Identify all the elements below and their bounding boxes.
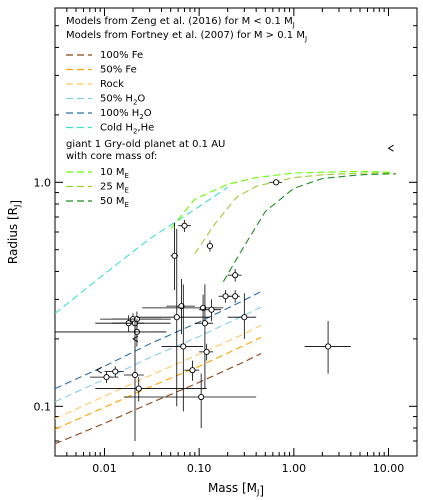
x-tick-label: 1.00 [282,462,307,475]
legend-entry-label: 25 ME [100,182,129,195]
legend-header-line: Models from Zeng et al. (2016) for M < 0… [66,16,295,29]
legend: Models from Zeng et al. (2016) for M < 0… [66,16,307,209]
planet-marker [325,343,332,350]
x-tick-label: 0.10 [187,462,212,475]
planet-marker [103,374,110,381]
planet-point [227,293,257,339]
planet-marker [198,393,205,401]
planet-point [269,179,283,186]
legend-header-line: Models from Fortney et al. (2007) for M … [66,30,307,43]
planet-marker [201,320,208,327]
planet-marker [131,371,139,379]
planet-point [199,299,221,322]
legend-entry-label: 100% H2O [100,108,152,121]
legend-entry-label: 100% Fe [100,50,143,61]
planet-marker [222,293,229,300]
axis-ticks: 0.01 0.10 1.00 10.00 0.1 1.0 [34,7,418,475]
x-tick-label: 0.01 [92,462,117,475]
legend-entry-label: 50% Fe [100,65,137,76]
planet-point [111,311,171,328]
model-curve-100-h2o [55,291,262,390]
planet-point [304,321,351,374]
planet-marker [173,314,180,321]
lower-limit-marker [95,366,103,374]
planet-marker [241,314,248,321]
planet-marker [200,304,207,311]
model-curve-cold-h2-he [55,186,229,314]
legend-entry-label: Cold H2,He [100,123,154,136]
planet-marker [178,303,185,310]
model-curve-25-me [194,172,397,255]
giant-model-header: with core mass of: [66,151,157,162]
model-curve-50-fe [55,336,262,430]
planet-marker [171,252,178,259]
y-tick-label: 1.0 [34,176,52,189]
planet-marker [189,367,196,374]
y-tick-label: 0.1 [34,400,52,413]
lower-limit-marker [387,144,394,152]
model-curve-50-h2o [55,306,262,403]
planet-marker [206,242,214,249]
model-curve-50-me [222,173,396,282]
y-axis-label: Radius [RJ] [6,200,23,264]
legend-entry-label: 50% H2O [100,94,145,107]
planet-marker [181,222,188,229]
planet-point [206,240,214,252]
model-curve-rock [55,324,262,420]
x-tick-label: 10.00 [373,462,405,475]
planet-point [161,284,204,412]
planet-marker [112,368,119,375]
planet-point [95,377,207,402]
planet-point [136,228,210,407]
planet-point [199,343,214,361]
planet-marker [203,348,210,355]
planet-marker [135,385,142,392]
planet-point [166,279,195,335]
data-points [55,144,394,442]
planet-marker [208,306,215,313]
planet-point [89,371,119,384]
planet-point [194,284,214,389]
planet-point [104,366,124,378]
planet-marker [273,179,280,186]
planet-point [184,360,200,381]
planet-point [227,269,242,282]
legend-entry-label: 10 ME [100,167,129,180]
legend-entry-label: 50 ME [100,196,129,209]
model-curve-10-me [170,170,397,230]
x-axis-label: Mass [MJ] [208,481,264,498]
planet-point [123,317,144,442]
planet-point [178,219,192,232]
lower-limit-marker [132,335,139,343]
planet-marker [232,272,239,279]
planet-point [227,290,241,303]
planet-marker [180,343,187,350]
planet-marker [232,293,239,300]
model-curve-100-fe [55,353,262,445]
giant-model-header: giant 1 Gry-old planet at 0.1 AU [66,139,225,150]
legend-entry-label: Rock [100,79,124,90]
planet-point [123,373,257,429]
model-curves [55,170,397,445]
